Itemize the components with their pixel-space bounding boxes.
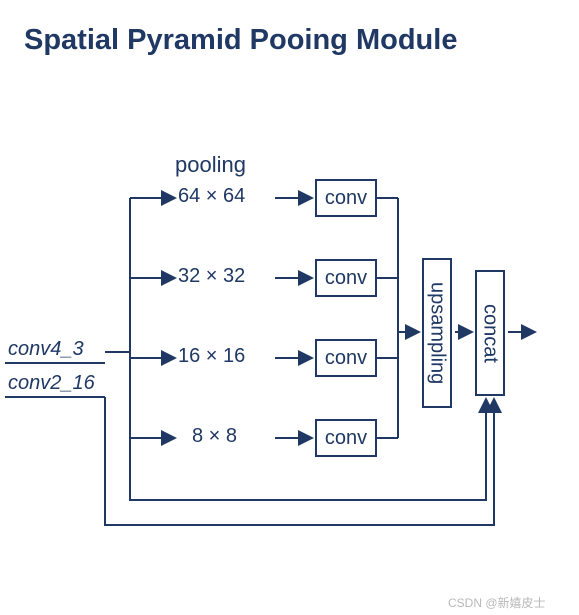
diagram-lines [0, 0, 579, 615]
watermark: CSDN @新嬉皮士 [448, 594, 546, 611]
